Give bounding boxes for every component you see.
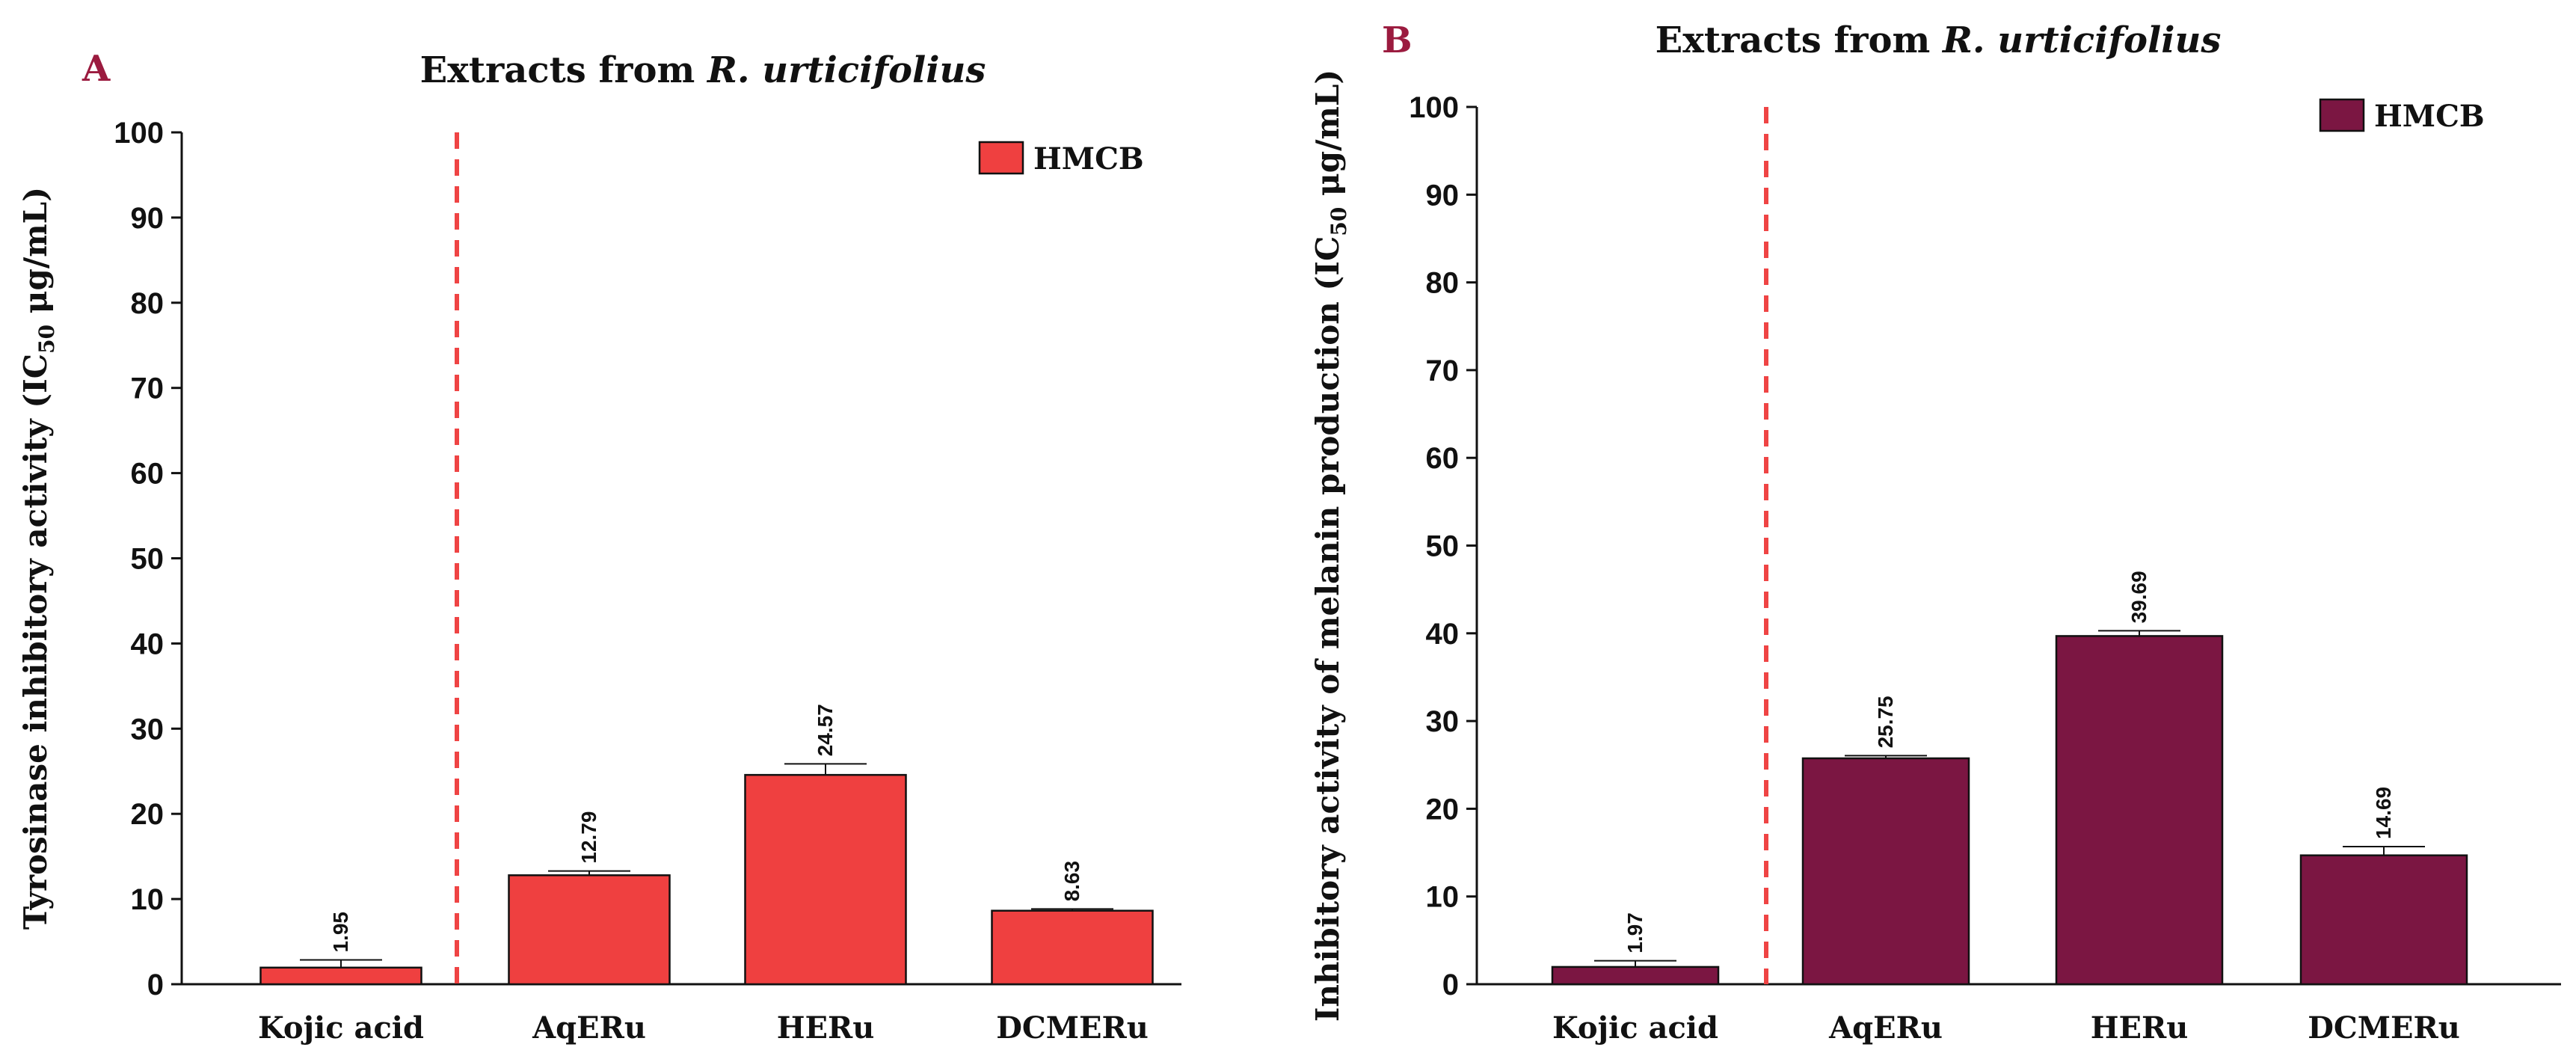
y-tick-label: 100: [1409, 91, 1459, 124]
x-tick-label: Kojic acid: [1552, 1010, 1718, 1046]
y-tick-label: 60: [131, 458, 165, 491]
x-tick-label: DCMERu: [996, 1010, 1149, 1046]
data-label: 1.95: [329, 912, 352, 953]
bar-aqeru: [508, 874, 671, 986]
data-label: 14.69: [2372, 787, 2395, 839]
y-tick-label: 50: [131, 543, 165, 576]
data-label: 8.63: [1060, 861, 1083, 902]
chart-title: Extracts from R. urticifolius: [420, 49, 986, 91]
y-tick-label: 30: [1426, 705, 1460, 738]
bar-aqeru: [1801, 757, 1970, 986]
y-tick-label: 10: [131, 883, 165, 916]
y-axis-label: Inhibitory activity of melanin productio…: [1309, 70, 1351, 1022]
y-tick-label: 20: [1426, 793, 1460, 826]
x-tick-label: Kojic acid: [258, 1010, 424, 1046]
legend-label: HMCB: [1033, 141, 1144, 176]
x-tick-label: AqERu: [532, 1010, 646, 1046]
panel-b: B Extracts from R. urticifolius 0 10 20 30 40 5…: [1309, 19, 2561, 1046]
y-tick-label: 100: [114, 117, 164, 150]
bar-dcmeru: [2299, 854, 2468, 986]
bar-heru: [2055, 635, 2224, 986]
legend-swatch: [978, 141, 1024, 175]
panel-a: A Extracts from R. urticifolius 0 10 20 30 40 5…: [17, 48, 1181, 1046]
y-tick-label: 90: [1426, 179, 1460, 212]
y-tick-label: 70: [1426, 354, 1460, 387]
data-label: 1.97: [1623, 912, 1647, 954]
x-tick-label: DCMERu: [2308, 1010, 2460, 1046]
x-tick-label: AqERu: [1828, 1010, 1943, 1046]
y-tick-label: 90: [131, 202, 165, 235]
y-tick-label: 70: [131, 372, 165, 405]
y-tick-label: 50: [1426, 530, 1460, 563]
panel-letter: A: [82, 48, 111, 90]
y-tick-label: 80: [131, 287, 165, 320]
panel-letter: B: [1382, 19, 1413, 61]
bar-kojic-acid: [1551, 966, 1720, 986]
data-label: 24.57: [814, 704, 837, 756]
x-tick-label: HERu: [2091, 1010, 2189, 1046]
chart-title: Extracts from R. urticifolius: [1656, 19, 2222, 61]
x-tick-label: HERu: [777, 1010, 875, 1046]
data-label: 39.69: [2127, 571, 2151, 623]
y-tick-label: 0: [1442, 969, 1459, 1001]
legend-swatch: [2319, 98, 2365, 132]
bar-dcmeru: [991, 909, 1154, 986]
y-tick-label: 40: [131, 627, 165, 660]
y-tick-label: 0: [147, 969, 164, 1001]
data-label: 12.79: [577, 811, 600, 864]
y-tick-label: 30: [131, 713, 165, 746]
y-tick-label: 40: [1426, 618, 1460, 651]
bar-kojic-acid: [259, 966, 422, 986]
y-tick-label: 80: [1426, 267, 1460, 300]
y-tick-label: 60: [1426, 442, 1460, 475]
y-tick-label: 10: [1426, 881, 1460, 914]
y-axis-label: Tyrosinase inhibitory activity (IC50 μg/…: [17, 187, 59, 930]
data-label: 25.75: [1874, 696, 1897, 748]
bar-heru: [744, 773, 907, 986]
legend-label: HMCB: [2374, 99, 2485, 134]
y-tick-label: 20: [131, 798, 165, 831]
